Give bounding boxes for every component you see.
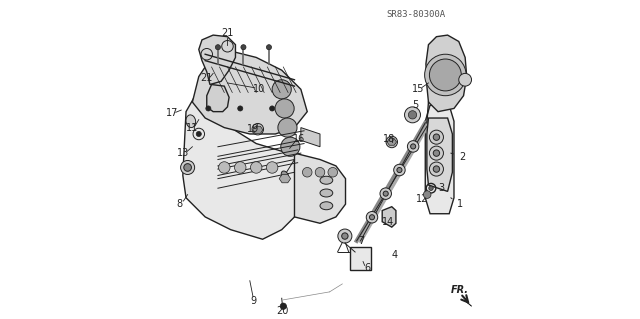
Polygon shape — [199, 35, 236, 85]
Circle shape — [275, 99, 294, 118]
Circle shape — [237, 106, 243, 111]
Polygon shape — [382, 207, 396, 227]
Circle shape — [250, 162, 262, 173]
Circle shape — [429, 130, 444, 144]
Text: 9: 9 — [250, 296, 256, 307]
Circle shape — [266, 45, 271, 50]
Circle shape — [266, 162, 278, 173]
Text: 13: 13 — [177, 148, 189, 158]
Circle shape — [386, 136, 397, 148]
Text: 17: 17 — [166, 108, 178, 118]
Circle shape — [433, 166, 440, 172]
Text: 15: 15 — [412, 84, 424, 94]
Circle shape — [218, 162, 230, 173]
Circle shape — [328, 167, 337, 177]
Circle shape — [280, 303, 287, 309]
Text: 1: 1 — [451, 198, 463, 209]
Polygon shape — [425, 105, 454, 214]
Circle shape — [180, 160, 195, 174]
Text: 21: 21 — [200, 73, 213, 83]
Polygon shape — [426, 35, 467, 112]
Polygon shape — [427, 118, 452, 191]
Circle shape — [316, 167, 324, 177]
Polygon shape — [193, 51, 307, 134]
Text: 5: 5 — [413, 100, 419, 110]
Circle shape — [369, 215, 374, 220]
Circle shape — [241, 45, 246, 50]
Circle shape — [278, 118, 297, 137]
Circle shape — [408, 141, 419, 152]
Circle shape — [459, 73, 472, 86]
Ellipse shape — [281, 171, 289, 180]
Bar — [350, 247, 371, 270]
Circle shape — [397, 167, 402, 173]
Circle shape — [366, 211, 378, 223]
Circle shape — [429, 186, 433, 190]
Circle shape — [404, 107, 420, 123]
Circle shape — [281, 137, 300, 156]
Circle shape — [216, 45, 220, 50]
Circle shape — [206, 106, 211, 111]
Circle shape — [184, 164, 191, 171]
Polygon shape — [279, 174, 291, 183]
Text: 12: 12 — [416, 194, 428, 204]
Polygon shape — [465, 298, 472, 306]
Text: 21: 21 — [221, 28, 234, 39]
Circle shape — [252, 123, 264, 135]
Circle shape — [433, 134, 440, 140]
Text: SR83-80300A: SR83-80300A — [386, 10, 445, 19]
Circle shape — [383, 191, 388, 196]
Circle shape — [234, 162, 246, 173]
Text: FR.: FR. — [451, 285, 468, 295]
Text: 4: 4 — [392, 250, 398, 260]
Text: 18: 18 — [383, 134, 395, 144]
Circle shape — [338, 229, 352, 243]
Circle shape — [424, 54, 466, 96]
Text: 19: 19 — [247, 124, 259, 134]
Circle shape — [303, 167, 312, 177]
Circle shape — [429, 146, 444, 160]
Text: 11: 11 — [186, 122, 198, 133]
Circle shape — [429, 162, 444, 176]
Circle shape — [411, 144, 416, 149]
Circle shape — [269, 106, 275, 111]
Ellipse shape — [320, 189, 333, 197]
Polygon shape — [301, 128, 320, 147]
Polygon shape — [294, 153, 346, 223]
Circle shape — [386, 212, 394, 220]
Circle shape — [429, 59, 461, 91]
Ellipse shape — [320, 176, 333, 184]
Circle shape — [408, 111, 417, 119]
Polygon shape — [183, 89, 320, 239]
Circle shape — [342, 233, 348, 239]
Polygon shape — [253, 126, 263, 133]
Text: 2: 2 — [451, 152, 465, 161]
Circle shape — [423, 191, 431, 198]
Text: 8: 8 — [176, 199, 182, 209]
Circle shape — [433, 150, 440, 156]
Text: 14: 14 — [382, 217, 394, 227]
Text: 16: 16 — [293, 134, 305, 144]
Text: 6: 6 — [365, 263, 371, 273]
Text: 20: 20 — [276, 306, 289, 316]
Circle shape — [394, 164, 405, 176]
Ellipse shape — [186, 115, 196, 128]
Circle shape — [380, 188, 392, 199]
Polygon shape — [207, 85, 229, 112]
Polygon shape — [387, 139, 397, 145]
Text: 10: 10 — [253, 84, 266, 94]
Circle shape — [272, 80, 291, 99]
Ellipse shape — [320, 202, 333, 210]
Circle shape — [196, 131, 202, 137]
Text: 7: 7 — [358, 236, 364, 246]
Text: 3: 3 — [431, 183, 444, 193]
